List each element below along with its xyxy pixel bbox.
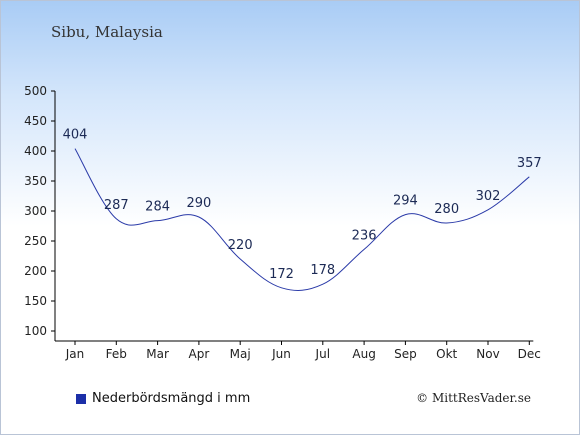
x-tick-label: Jun (271, 347, 291, 361)
data-labels: 404 287 284 290 220 172 178 236 294 280 302 357 (63, 128, 542, 282)
x-tick-label: Maj (230, 347, 251, 361)
y-tick-label: 250 (24, 234, 47, 248)
data-label: 172 (269, 267, 294, 282)
y-tick-label: 200 (24, 264, 47, 278)
legend: Nederbördsmängd i mm (76, 391, 250, 406)
x-tick-label: Mar (146, 347, 169, 361)
data-label: 302 (476, 189, 501, 204)
data-label: 357 (517, 156, 542, 171)
data-label: 287 (104, 198, 129, 213)
data-label: 220 (228, 238, 253, 253)
data-label: 290 (186, 196, 211, 211)
series-line (74, 148, 530, 291)
x-tick-label: Nov (476, 347, 499, 361)
x-tick-label: Jan (65, 347, 85, 361)
data-label: 178 (310, 263, 335, 278)
x-tick-label: Aug (352, 347, 375, 361)
site-credit: © MittResVader.se (416, 391, 531, 405)
y-tick-label: 500 (24, 84, 47, 98)
y-tick-label: 450 (24, 114, 47, 128)
legend-label: Nederbördsmängd i mm (92, 391, 251, 406)
x-tick-label: Dec (518, 347, 541, 361)
x-tick-label: Sep (394, 347, 417, 361)
y-tick-label: 400 (24, 144, 47, 158)
y-tick-label: 300 (24, 204, 47, 218)
y-axis: 100 150 200 250 300 350 400 450 500 (24, 84, 56, 341)
data-label: 236 (352, 228, 377, 243)
x-axis: Jan Feb Mar Apr Maj Jun Jul Aug Sep Okt Nov Dec (55, 340, 541, 361)
data-label: 294 (393, 194, 418, 209)
location-title: Sibu, Malaysia (51, 23, 163, 41)
x-tick-label: Apr (189, 347, 210, 361)
x-tick-label: Jul (315, 347, 330, 361)
precipitation-chart: 100 150 200 250 300 350 400 450 500 Jan Feb Mar Apr… (24, 84, 542, 361)
legend-swatch (76, 393, 86, 404)
data-label: 404 (63, 128, 88, 143)
x-tick-label: Feb (106, 347, 127, 361)
y-tick-label: 150 (24, 294, 47, 308)
y-tick-label: 100 (24, 324, 47, 338)
y-tick-label: 350 (24, 174, 47, 188)
data-label: 284 (145, 200, 170, 215)
data-label: 280 (434, 202, 459, 217)
x-tick-label: Okt (436, 347, 457, 361)
